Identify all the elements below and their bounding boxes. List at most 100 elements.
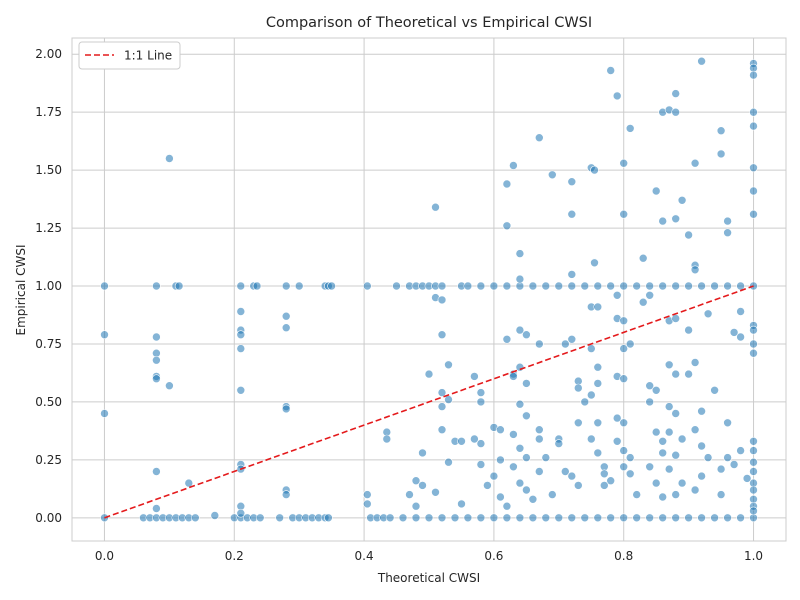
scatter-point [664, 360, 674, 370]
scatter-point [677, 434, 687, 444]
scatter-point [515, 399, 525, 409]
scatter-point [515, 513, 525, 523]
one-to-one-line [104, 285, 754, 519]
scatter-point [729, 460, 739, 469]
scatter-point [327, 281, 336, 291]
scatter-point [606, 66, 616, 75]
scatter-point [664, 464, 674, 474]
scatter-point [710, 385, 719, 395]
scatter-point [658, 513, 668, 523]
scatter-point [554, 513, 564, 523]
scatter-point [534, 425, 544, 435]
scatter-point [619, 281, 629, 291]
scatter-point [100, 281, 109, 291]
scatter-point [697, 441, 706, 451]
scatter-point [573, 418, 583, 428]
scatter-point [463, 281, 473, 291]
scatter-point [638, 297, 648, 307]
scatter-point [697, 281, 706, 291]
scatter-point [573, 383, 583, 393]
scatter-point [749, 70, 758, 80]
scatter-point [152, 374, 161, 384]
scatter-point [437, 513, 447, 523]
scatter-point [690, 265, 700, 275]
y-tick-label: 1.75 [35, 105, 62, 119]
scatter-point [632, 490, 642, 499]
scatter-point [437, 388, 447, 397]
scatter-point [593, 281, 603, 291]
scatter-point [658, 448, 668, 458]
scatter-point [671, 513, 681, 523]
scatter-point [411, 513, 421, 523]
scatter-point [476, 460, 486, 469]
scatter-point [612, 290, 622, 300]
scatter-point [625, 339, 635, 349]
scatter-point [749, 107, 758, 117]
x-tick-label: 0.0 [95, 549, 114, 563]
scatter-point [281, 404, 291, 414]
scatter-point [586, 434, 596, 444]
scatter-point [236, 344, 246, 353]
scatter-point [184, 478, 194, 488]
scatter-point [236, 330, 246, 340]
scatter-point [476, 513, 486, 523]
scatter-point [645, 462, 655, 472]
scatter-point [586, 390, 596, 400]
scatter-point [690, 358, 700, 367]
scatter-point [658, 216, 668, 226]
scatter-point [483, 481, 492, 490]
scatter-points [100, 56, 758, 523]
scatter-point [664, 427, 674, 437]
scatter-point [703, 309, 713, 319]
scatter-point [658, 436, 668, 446]
scatter-point [651, 478, 661, 488]
scatter-point [547, 170, 557, 180]
scatter-point [684, 230, 693, 240]
scatter-point [671, 490, 681, 499]
scatter-point [444, 360, 453, 370]
scatter-point [528, 281, 538, 291]
scatter-point [664, 402, 674, 411]
scatter-point [716, 126, 726, 135]
scatter-point [606, 476, 616, 486]
scatter-point [496, 425, 505, 435]
scatter-point [281, 311, 291, 321]
scatter-point [690, 485, 700, 495]
chart-title: Comparison of Theoretical vs Empirical C… [266, 15, 592, 31]
scatter-point [593, 448, 603, 458]
scatter-point [281, 490, 291, 499]
scatter-point [590, 165, 599, 175]
legend-label: 1:1 Line [124, 49, 172, 63]
scatter-point [716, 149, 726, 159]
scatter-point [324, 513, 333, 523]
scatter-point [619, 462, 629, 472]
scatter-point [567, 270, 577, 279]
scatter-point [236, 385, 246, 395]
scatter-point [382, 434, 392, 444]
scatter-point [528, 494, 538, 504]
y-tick-label: 0.50 [35, 395, 62, 409]
scatter-point [684, 281, 693, 291]
scatter-point [398, 513, 408, 523]
scatter-point [554, 439, 564, 448]
scatter-point [671, 107, 681, 117]
scatter-point [645, 281, 655, 291]
scatter-point [509, 372, 518, 381]
scatter-point [489, 471, 499, 481]
y-tick-label: 0.75 [35, 337, 62, 351]
scatter-point [502, 221, 512, 231]
scatter-point [723, 281, 732, 291]
scatter-point [684, 325, 693, 335]
scatter-point [502, 513, 512, 523]
scatter-point [418, 448, 427, 458]
scatter-point [671, 89, 681, 98]
scatter-point [593, 362, 603, 372]
scatter-point [723, 216, 732, 226]
scatter-point [677, 196, 687, 205]
scatter-point [362, 490, 372, 499]
scatter-point [632, 513, 642, 523]
scatter-point [534, 467, 544, 476]
scatter-point [541, 513, 551, 523]
scatter-point [651, 427, 661, 437]
scatter-point [612, 413, 622, 423]
